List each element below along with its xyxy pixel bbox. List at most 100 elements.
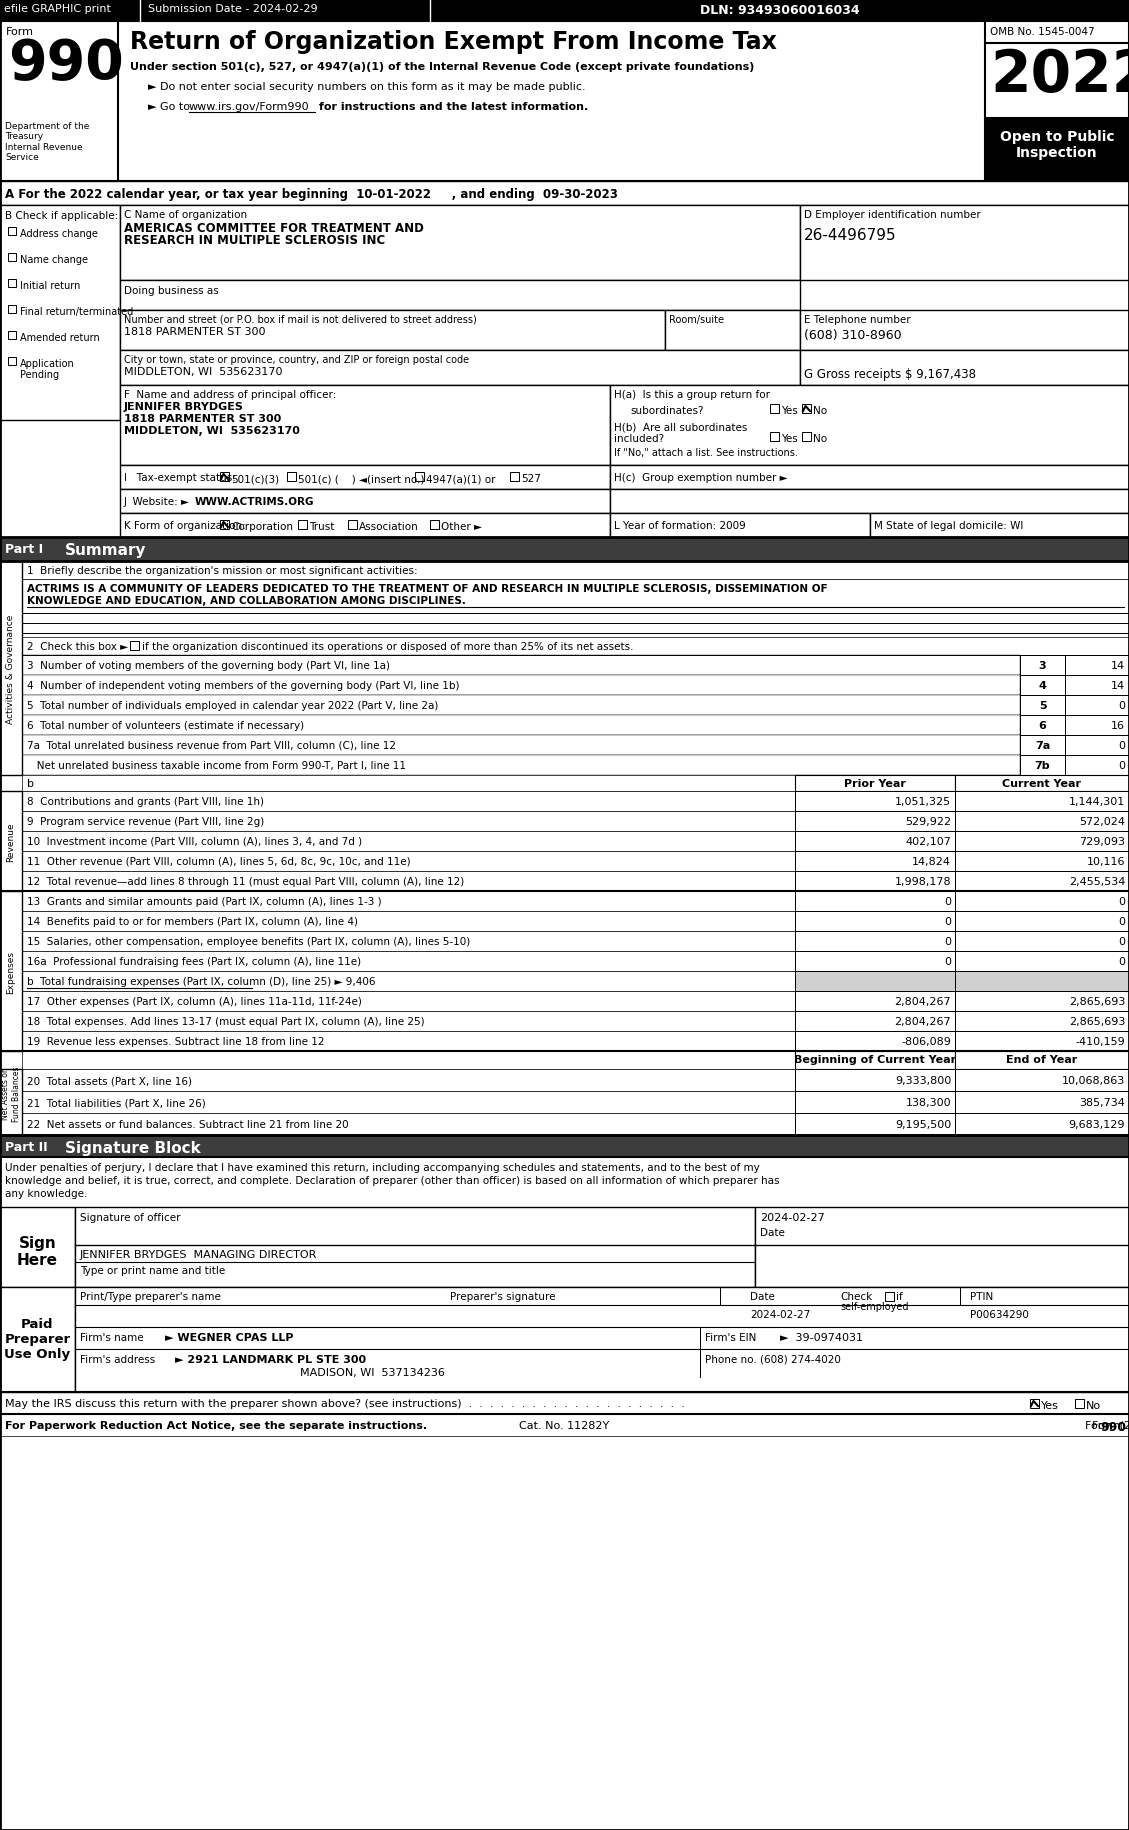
Bar — [1019, 736, 1065, 756]
Text: 3  Number of voting members of the governing body (Part VI, line 1a): 3 Number of voting members of the govern… — [27, 661, 390, 670]
Bar — [795, 931, 955, 952]
Text: 529,922: 529,922 — [904, 816, 951, 827]
Bar — [0, 562, 21, 776]
Text: Net Assets or
Fund Balances: Net Assets or Fund Balances — [1, 1065, 20, 1122]
Bar — [0, 1069, 21, 1153]
Bar — [1065, 716, 1129, 736]
Text: any knowledge.: any knowledge. — [5, 1188, 87, 1199]
Text: Form: Form — [6, 27, 34, 37]
Text: b: b — [27, 778, 34, 789]
Text: Firm's name: Firm's name — [80, 1332, 143, 1341]
Bar — [955, 992, 1129, 1012]
Bar — [0, 1415, 1129, 1437]
Text: JENNIFER BRYDGES  MANAGING DIRECTOR: JENNIFER BRYDGES MANAGING DIRECTOR — [80, 1250, 317, 1259]
Text: 0: 0 — [944, 917, 951, 926]
Text: 2,455,534: 2,455,534 — [1069, 877, 1124, 886]
Bar — [21, 931, 795, 952]
Text: DLN: 93493060016034: DLN: 93493060016034 — [700, 4, 859, 16]
Text: 0: 0 — [944, 937, 951, 946]
Text: ► Do not enter social security numbers on this form as it may be made public.: ► Do not enter social security numbers o… — [148, 82, 586, 92]
Text: 1818 PARMENTER ST 300: 1818 PARMENTER ST 300 — [124, 328, 265, 337]
Text: Beginning of Current Year: Beginning of Current Year — [794, 1054, 956, 1065]
Text: JENNIFER BRYDGES: JENNIFER BRYDGES — [124, 403, 244, 412]
Text: 9,195,500: 9,195,500 — [895, 1120, 951, 1129]
Bar — [800, 207, 1129, 280]
Text: 9,683,129: 9,683,129 — [1068, 1120, 1124, 1129]
Bar — [955, 831, 1129, 851]
Text: J  Website: ►: J Website: ► — [124, 496, 190, 507]
Bar — [800, 351, 1129, 386]
Text: Net unrelated business taxable income from Form 990-T, Part I, line 11: Net unrelated business taxable income fr… — [27, 761, 406, 770]
Text: 1,144,301: 1,144,301 — [1069, 796, 1124, 807]
Bar — [21, 655, 1019, 675]
Text: 5: 5 — [1039, 701, 1047, 710]
Bar — [120, 386, 610, 467]
Text: K Form of organization:: K Form of organization: — [124, 522, 246, 531]
Text: OMB No. 1545-0047: OMB No. 1545-0047 — [990, 27, 1095, 37]
Text: Expenses: Expenses — [7, 950, 16, 994]
Bar — [755, 1208, 1129, 1286]
Text: Other ►: Other ► — [441, 522, 482, 533]
Bar — [795, 891, 955, 911]
Text: Type or print name and title: Type or print name and title — [80, 1265, 226, 1276]
Text: 6: 6 — [1039, 721, 1047, 730]
Bar — [955, 776, 1129, 792]
Text: 0: 0 — [1118, 917, 1124, 926]
Bar — [984, 119, 1129, 181]
Bar — [21, 992, 795, 1012]
Bar — [21, 776, 1129, 792]
Text: MIDDLETON, WI  535623170: MIDDLETON, WI 535623170 — [124, 426, 300, 436]
Bar — [430, 522, 439, 529]
Bar — [795, 811, 955, 831]
Text: Submission Date - 2024-02-29: Submission Date - 2024-02-29 — [148, 4, 317, 15]
Text: 0: 0 — [1118, 937, 1124, 946]
Text: Number and street (or P.O. box if mail is not delivered to street address): Number and street (or P.O. box if mail i… — [124, 315, 476, 324]
Text: G Gross receipts $ 9,167,438: G Gross receipts $ 9,167,438 — [804, 368, 975, 381]
Bar — [0, 891, 21, 1052]
Text: ACTRIMS IS A COMMUNITY OF LEADERS DEDICATED TO THE TREATMENT OF AND RESEARCH IN : ACTRIMS IS A COMMUNITY OF LEADERS DEDICA… — [27, 584, 828, 593]
Text: 402,107: 402,107 — [905, 836, 951, 847]
Bar — [120, 490, 610, 514]
Text: Form: Form — [1093, 1420, 1124, 1431]
Text: subordinates?: subordinates? — [630, 406, 703, 415]
Text: Part II: Part II — [5, 1140, 47, 1153]
Bar — [795, 871, 955, 891]
Text: (2022): (2022) — [1115, 1420, 1129, 1431]
Bar — [0, 0, 1129, 22]
Bar — [298, 522, 307, 529]
Bar — [21, 811, 795, 831]
Text: Date: Date — [750, 1292, 774, 1301]
Bar — [1065, 756, 1129, 776]
Text: Department of the
Treasury
Internal Revenue
Service: Department of the Treasury Internal Reve… — [5, 123, 89, 163]
Text: L Year of formation: 2009: L Year of formation: 2009 — [614, 522, 746, 531]
Text: Address change: Address change — [20, 229, 98, 240]
Text: Yes: Yes — [781, 406, 798, 415]
Text: For Paperwork Reduction Act Notice, see the separate instructions.: For Paperwork Reduction Act Notice, see … — [5, 1420, 427, 1431]
Text: 4  Number of independent voting members of the governing body (Part VI, line 1b): 4 Number of independent voting members o… — [27, 681, 460, 690]
Bar — [120, 467, 610, 490]
Bar — [220, 522, 229, 529]
Bar — [8, 254, 16, 262]
Bar — [955, 911, 1129, 931]
Bar — [955, 972, 1129, 992]
Text: 501(c)(3): 501(c)(3) — [231, 474, 279, 483]
Text: 0: 0 — [944, 897, 951, 906]
Text: No: No — [1086, 1400, 1101, 1411]
Bar — [795, 1113, 955, 1135]
Text: ► 2921 LANDMARK PL STE 300: ► 2921 LANDMARK PL STE 300 — [175, 1354, 366, 1363]
Bar — [795, 831, 955, 851]
Bar — [21, 736, 1019, 756]
Bar — [795, 911, 955, 931]
Bar — [21, 851, 795, 871]
Text: 16a  Professional fundraising fees (Part IX, column (A), line 11e): 16a Professional fundraising fees (Part … — [27, 957, 361, 966]
Text: Yes: Yes — [781, 434, 798, 443]
Text: 14: 14 — [1111, 681, 1124, 690]
Bar — [120, 514, 610, 538]
Bar — [21, 871, 795, 891]
Text: 10,116: 10,116 — [1086, 856, 1124, 867]
Text: WWW.ACTRIMS.ORG: WWW.ACTRIMS.ORG — [195, 496, 315, 507]
Bar — [955, 1012, 1129, 1032]
Text: 13  Grants and similar amounts paid (Part IX, column (A), lines 1-3 ): 13 Grants and similar amounts paid (Part… — [27, 897, 382, 906]
Text: www.irs.gov/Form990: www.irs.gov/Form990 — [189, 102, 309, 112]
Bar — [21, 675, 1019, 695]
